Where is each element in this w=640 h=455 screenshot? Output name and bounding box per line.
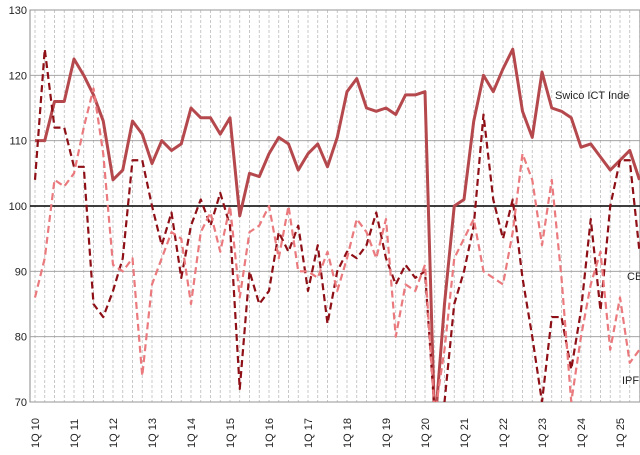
series-label: Swico ICT Inde [555,90,629,102]
x-tick-label: 1Q 21 [459,418,471,448]
series-line [35,47,640,402]
grid [30,9,640,403]
x-tick-label: 1Q 13 [147,418,159,448]
series-label: CB [627,271,640,283]
lines [33,47,640,402]
y-tick-label: 100 [9,201,27,213]
series-line [33,87,640,402]
y-tick-label: 110 [9,136,27,148]
y-tick-label: 130 [9,5,27,17]
x-tick-label: 1Q 23 [537,418,549,448]
x-tick-label: 1Q 17 [303,418,315,448]
x-tick-label: 1Q 19 [381,418,393,448]
series-label: IPF [622,375,639,387]
x-tick-label: 1Q 12 [108,418,120,448]
x-tick-label: 1Q 20 [420,418,432,448]
y-tick-label: 90 [15,266,27,278]
x-tick-label: 1Q 24 [576,418,588,448]
x-tick-label: 1Q 25 [615,418,627,448]
x-tick-label: 1Q 15 [225,418,237,448]
y-tick-label: 120 [9,70,27,82]
y-tick-label: 80 [15,332,27,344]
x-tick-label: 1Q 22 [498,418,510,448]
labels: 1Q 10 1Q 11 1Q 12 1Q 13 1Q 14 1Q 15 1Q 16 1Q 17… [9,5,640,448]
x-tick-label: 1Q 10 [30,418,42,448]
series-line [33,48,640,402]
x-tick-label: 1Q 14 [186,418,198,448]
y-tick-label: 70 [15,397,27,409]
x-tick-label: 1Q 11 [69,419,81,448]
x-tick-label: 1Q 18 [342,418,354,448]
x-tick-label: 1Q 16 [264,418,276,448]
